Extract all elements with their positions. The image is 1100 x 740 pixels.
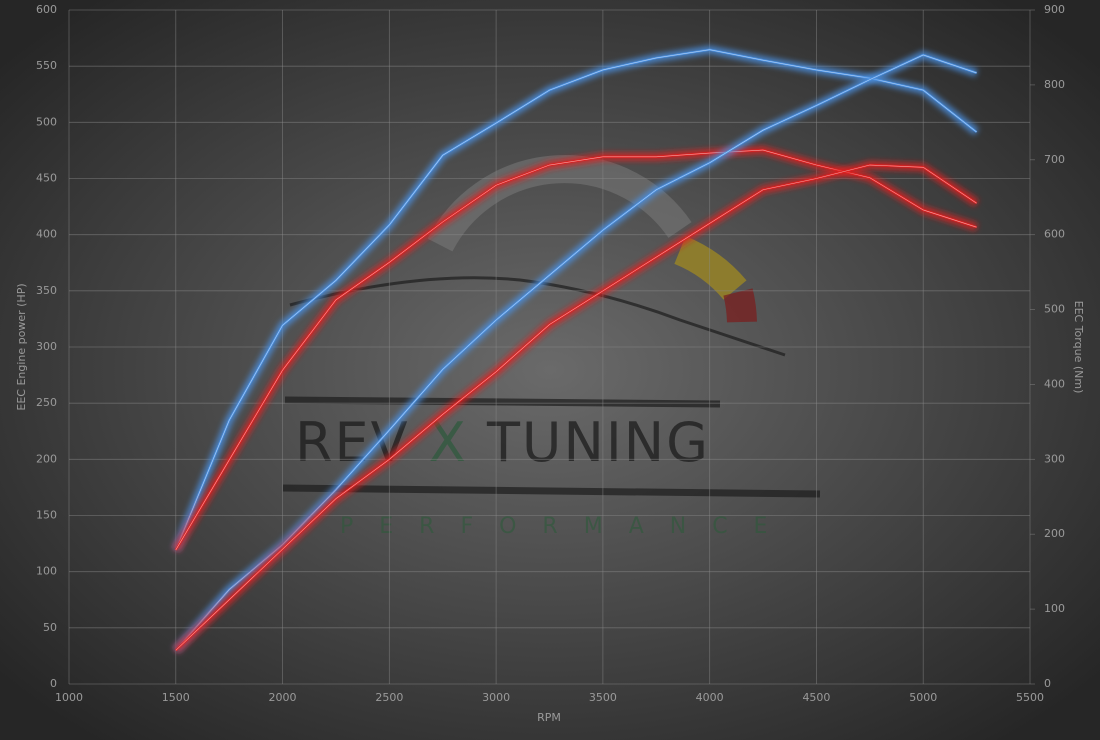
y-tick-label: 600 [36,3,57,16]
y-tick-label: 500 [36,115,57,128]
watermark-word: TUNING [486,411,710,474]
line-core [175,49,977,551]
x-tick-label: 4500 [802,691,830,704]
x-tick-label: 2500 [375,691,403,704]
x-axis-label: RPM [537,711,561,724]
y2-axis-label: EEC Torque (Nm) [1072,301,1085,394]
y2-tick-label: 800 [1044,78,1065,91]
y-tick-label: 150 [36,509,57,522]
line-core [175,164,977,651]
y2-tick-label: 700 [1044,153,1065,166]
lines [172,45,980,654]
y-tick-label: 350 [36,284,57,297]
y-tick-label: 300 [36,340,57,353]
y2-tick-label: 0 [1044,677,1051,690]
grid: 1000 1500 2000 2500 3000 3500 4000 4500 5000 5500… [36,3,1065,704]
y2-tick-label: 900 [1044,3,1065,16]
y-axis-label: EEC Engine power (HP) [15,283,28,410]
y-tick-label: 400 [36,228,57,241]
y2-tick-label: 100 [1044,602,1065,615]
x-tick-label: 3500 [589,691,617,704]
x-tick-label: 5500 [1016,691,1044,704]
x-tick-label: 3000 [482,691,510,704]
x-tick-label: 1500 [162,691,190,704]
y-tick-label: 450 [36,172,57,185]
y2-tick-label: 200 [1044,527,1065,540]
y2-tick-label: 600 [1044,228,1065,241]
x-tick-label: 2000 [269,691,297,704]
y2-tick-label: 300 [1044,452,1065,465]
y2-tick-label: 400 [1044,377,1065,390]
y2-tick-label: 500 [1044,303,1065,316]
y-tick-label: 0 [50,677,57,690]
x-tick-label: 1000 [55,691,83,704]
svg-text:REV X TUNING: REV X TUNING [295,411,710,474]
y-tick-label: 200 [36,452,57,465]
watermark-word: REV [295,411,410,474]
x-tick-label: 5000 [909,691,937,704]
y-tick-label: 250 [36,396,57,409]
watermark: REV X TUNING PERFORMANCE [282,155,821,539]
y-tick-label: 50 [43,621,57,634]
x-tick-label: 4000 [696,691,724,704]
y-tick-label: 550 [36,59,57,72]
y-tick-label: 100 [36,565,57,578]
line-core [175,54,977,651]
watermark-subtitle: PERFORMANCE [340,514,793,539]
